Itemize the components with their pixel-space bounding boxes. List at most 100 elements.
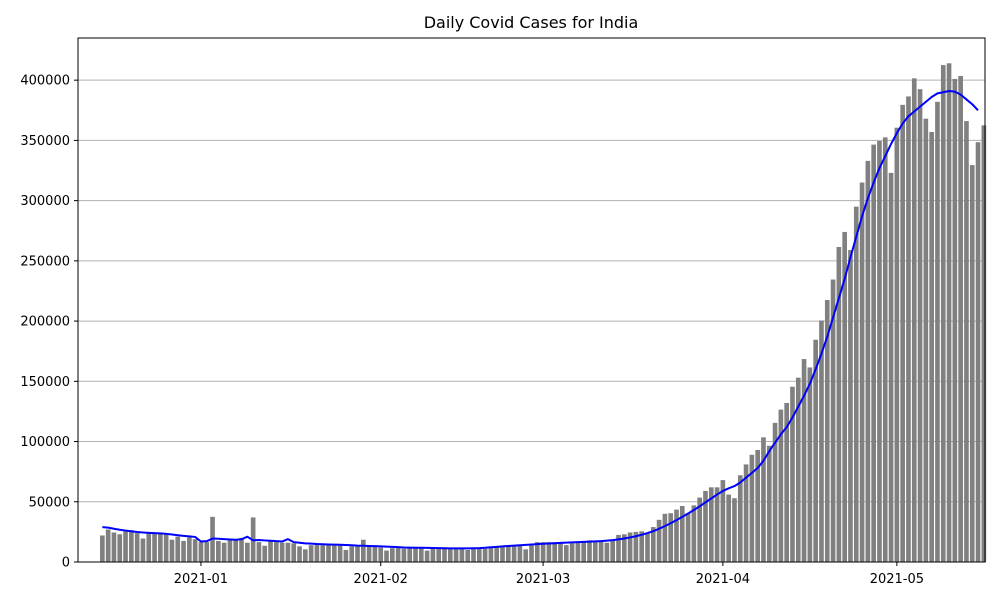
bar xyxy=(842,231,847,562)
bar xyxy=(807,367,813,562)
bar xyxy=(801,359,807,562)
bar xyxy=(100,535,105,562)
bar xyxy=(413,548,418,562)
bar xyxy=(900,104,905,563)
bar xyxy=(465,549,471,562)
bar xyxy=(355,545,360,562)
y-tick-label: 150000 xyxy=(20,375,70,390)
bar xyxy=(227,540,233,562)
bar xyxy=(140,538,146,562)
bar xyxy=(865,160,871,562)
bar xyxy=(337,545,343,562)
bar xyxy=(181,540,186,562)
bar xyxy=(558,542,563,562)
bar xyxy=(187,537,192,562)
bar xyxy=(117,534,123,562)
bar xyxy=(882,137,888,562)
bar xyxy=(575,541,581,562)
bar xyxy=(906,96,911,563)
bar xyxy=(303,549,308,562)
moving-average-line xyxy=(102,90,979,550)
bar xyxy=(940,65,946,562)
bar xyxy=(952,78,958,563)
bar xyxy=(552,542,558,562)
bar xyxy=(459,548,465,562)
bar xyxy=(790,386,795,562)
bar xyxy=(158,533,163,562)
gridlines xyxy=(78,79,985,503)
x-tick-label: 2021-02 xyxy=(354,572,408,587)
x-tick-label: 2021-04 xyxy=(696,572,750,587)
bar xyxy=(476,548,482,562)
bar xyxy=(935,101,940,562)
bar xyxy=(482,548,488,562)
y-axis-ticks: 0 50000 100000 150000 200000 250000 300000 3500… xyxy=(20,74,78,571)
bar xyxy=(691,505,697,562)
bar xyxy=(279,542,285,562)
bar xyxy=(598,540,604,562)
bar xyxy=(726,494,731,562)
bar xyxy=(714,487,720,562)
bar xyxy=(505,545,511,562)
bar xyxy=(442,548,447,562)
bar xyxy=(390,548,395,562)
bar xyxy=(152,533,157,562)
bar xyxy=(836,247,842,562)
bar xyxy=(645,532,650,562)
bar xyxy=(523,549,529,562)
plot-frame xyxy=(77,37,986,563)
bar xyxy=(436,548,442,562)
bar xyxy=(813,339,818,562)
bar xyxy=(761,437,766,562)
bar xyxy=(546,542,552,562)
bar xyxy=(749,454,755,562)
bar xyxy=(453,548,459,562)
bar xyxy=(314,544,320,562)
y-tick-label: 250000 xyxy=(20,254,70,269)
bar xyxy=(268,541,273,562)
bar xyxy=(169,539,175,562)
bar xyxy=(361,539,366,562)
bar xyxy=(326,544,331,562)
bar xyxy=(923,118,929,563)
bar xyxy=(668,513,673,562)
bar xyxy=(679,505,685,562)
bar xyxy=(569,543,575,562)
bar xyxy=(343,549,349,562)
y-tick-label: 400000 xyxy=(20,74,70,89)
bar xyxy=(488,547,494,562)
bar xyxy=(146,533,152,562)
bar xyxy=(981,125,987,562)
bar xyxy=(262,545,268,562)
bar xyxy=(384,550,389,562)
bar xyxy=(256,542,262,562)
bar xyxy=(639,531,645,562)
bar xyxy=(349,546,355,562)
bar xyxy=(372,546,378,562)
y-tick-label: 0 xyxy=(62,556,70,571)
bar xyxy=(111,532,117,562)
bar xyxy=(708,487,714,562)
bar xyxy=(778,409,784,562)
x-tick-label: 2021-01 xyxy=(174,572,228,587)
bar xyxy=(239,537,244,562)
bar xyxy=(732,498,737,562)
bar xyxy=(540,542,546,562)
bar xyxy=(737,475,743,562)
bar xyxy=(969,165,975,562)
bar xyxy=(581,542,587,562)
bar xyxy=(447,547,453,562)
bar xyxy=(824,300,830,562)
bar xyxy=(274,542,279,562)
bar xyxy=(964,121,969,563)
bar xyxy=(511,545,517,562)
bar xyxy=(471,547,476,562)
x-tick-label: 2021-03 xyxy=(516,572,570,587)
y-tick-label: 350000 xyxy=(20,134,70,149)
chart-title: Daily Covid Cases for India xyxy=(424,13,639,32)
bar xyxy=(291,543,297,562)
bar xyxy=(134,533,140,562)
bar xyxy=(621,534,627,562)
bar xyxy=(958,75,963,562)
